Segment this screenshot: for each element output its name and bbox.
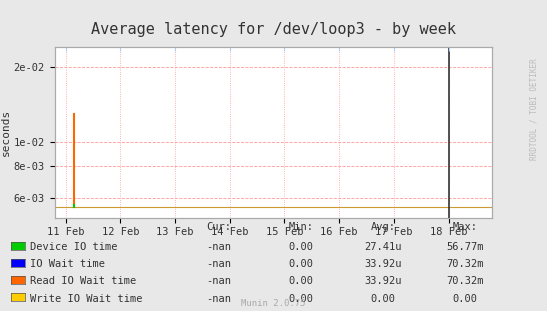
Text: 0.00: 0.00 xyxy=(288,259,313,269)
Text: Max:: Max: xyxy=(452,222,478,232)
Y-axis label: seconds: seconds xyxy=(1,109,11,156)
Text: -nan: -nan xyxy=(206,259,231,269)
Text: 70.32m: 70.32m xyxy=(446,259,484,269)
Text: Min:: Min: xyxy=(288,222,313,232)
Text: Avg:: Avg: xyxy=(370,222,395,232)
Text: Write IO Wait time: Write IO Wait time xyxy=(30,294,143,304)
Text: 0.00: 0.00 xyxy=(452,294,478,304)
Text: 70.32m: 70.32m xyxy=(446,276,484,286)
Text: 0.00: 0.00 xyxy=(288,276,313,286)
Text: RRDTOOL / TOBI OETIKER: RRDTOOL / TOBI OETIKER xyxy=(530,58,539,160)
Text: 33.92u: 33.92u xyxy=(364,259,401,269)
Text: IO Wait time: IO Wait time xyxy=(30,259,105,269)
Text: -nan: -nan xyxy=(206,242,231,252)
Text: Cur:: Cur: xyxy=(206,222,231,232)
Text: Average latency for /dev/loop3 - by week: Average latency for /dev/loop3 - by week xyxy=(91,22,456,37)
Text: -nan: -nan xyxy=(206,294,231,304)
Text: Device IO time: Device IO time xyxy=(30,242,118,252)
Text: 33.92u: 33.92u xyxy=(364,276,401,286)
Text: 27.41u: 27.41u xyxy=(364,242,401,252)
Text: 0.00: 0.00 xyxy=(288,294,313,304)
Text: 56.77m: 56.77m xyxy=(446,242,484,252)
Text: -nan: -nan xyxy=(206,276,231,286)
Text: Munin 2.0.75: Munin 2.0.75 xyxy=(241,299,306,308)
Text: 0.00: 0.00 xyxy=(288,242,313,252)
Text: Read IO Wait time: Read IO Wait time xyxy=(30,276,136,286)
Text: 0.00: 0.00 xyxy=(370,294,395,304)
